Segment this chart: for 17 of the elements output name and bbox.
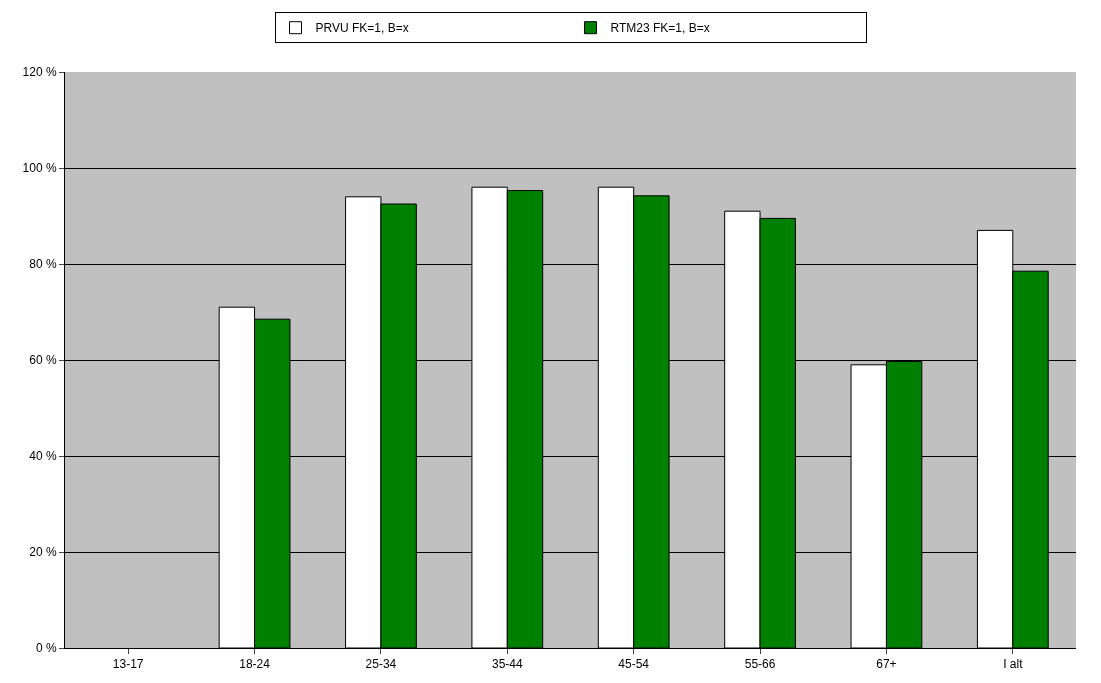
x-tick-label: 45-54 — [618, 657, 650, 672]
legend-label: RTM23 FK=1, B=x — [610, 21, 710, 36]
y-tick-label: 100 % — [22, 161, 57, 176]
y-tick-label: 80 % — [29, 257, 57, 272]
x-tick-label: 67+ — [876, 657, 897, 672]
x-tick-label: I alt — [1003, 657, 1024, 672]
x-tick-label: 18-24 — [239, 657, 271, 672]
y-tick-label: 120 % — [22, 65, 57, 80]
legend-label: PRVU FK=1, B=x — [315, 21, 409, 36]
y-tick-label: 20 % — [29, 545, 57, 560]
y-tick-label: 0 % — [35, 641, 57, 656]
x-tick-label: 25-34 — [365, 657, 397, 672]
x-tick-label: 55-66 — [744, 657, 776, 672]
x-tick-label: 35-44 — [491, 657, 523, 672]
x-tick-label: 13-17 — [112, 657, 144, 672]
y-tick-label: 60 % — [29, 353, 57, 368]
y-tick-label: 40 % — [29, 449, 57, 464]
